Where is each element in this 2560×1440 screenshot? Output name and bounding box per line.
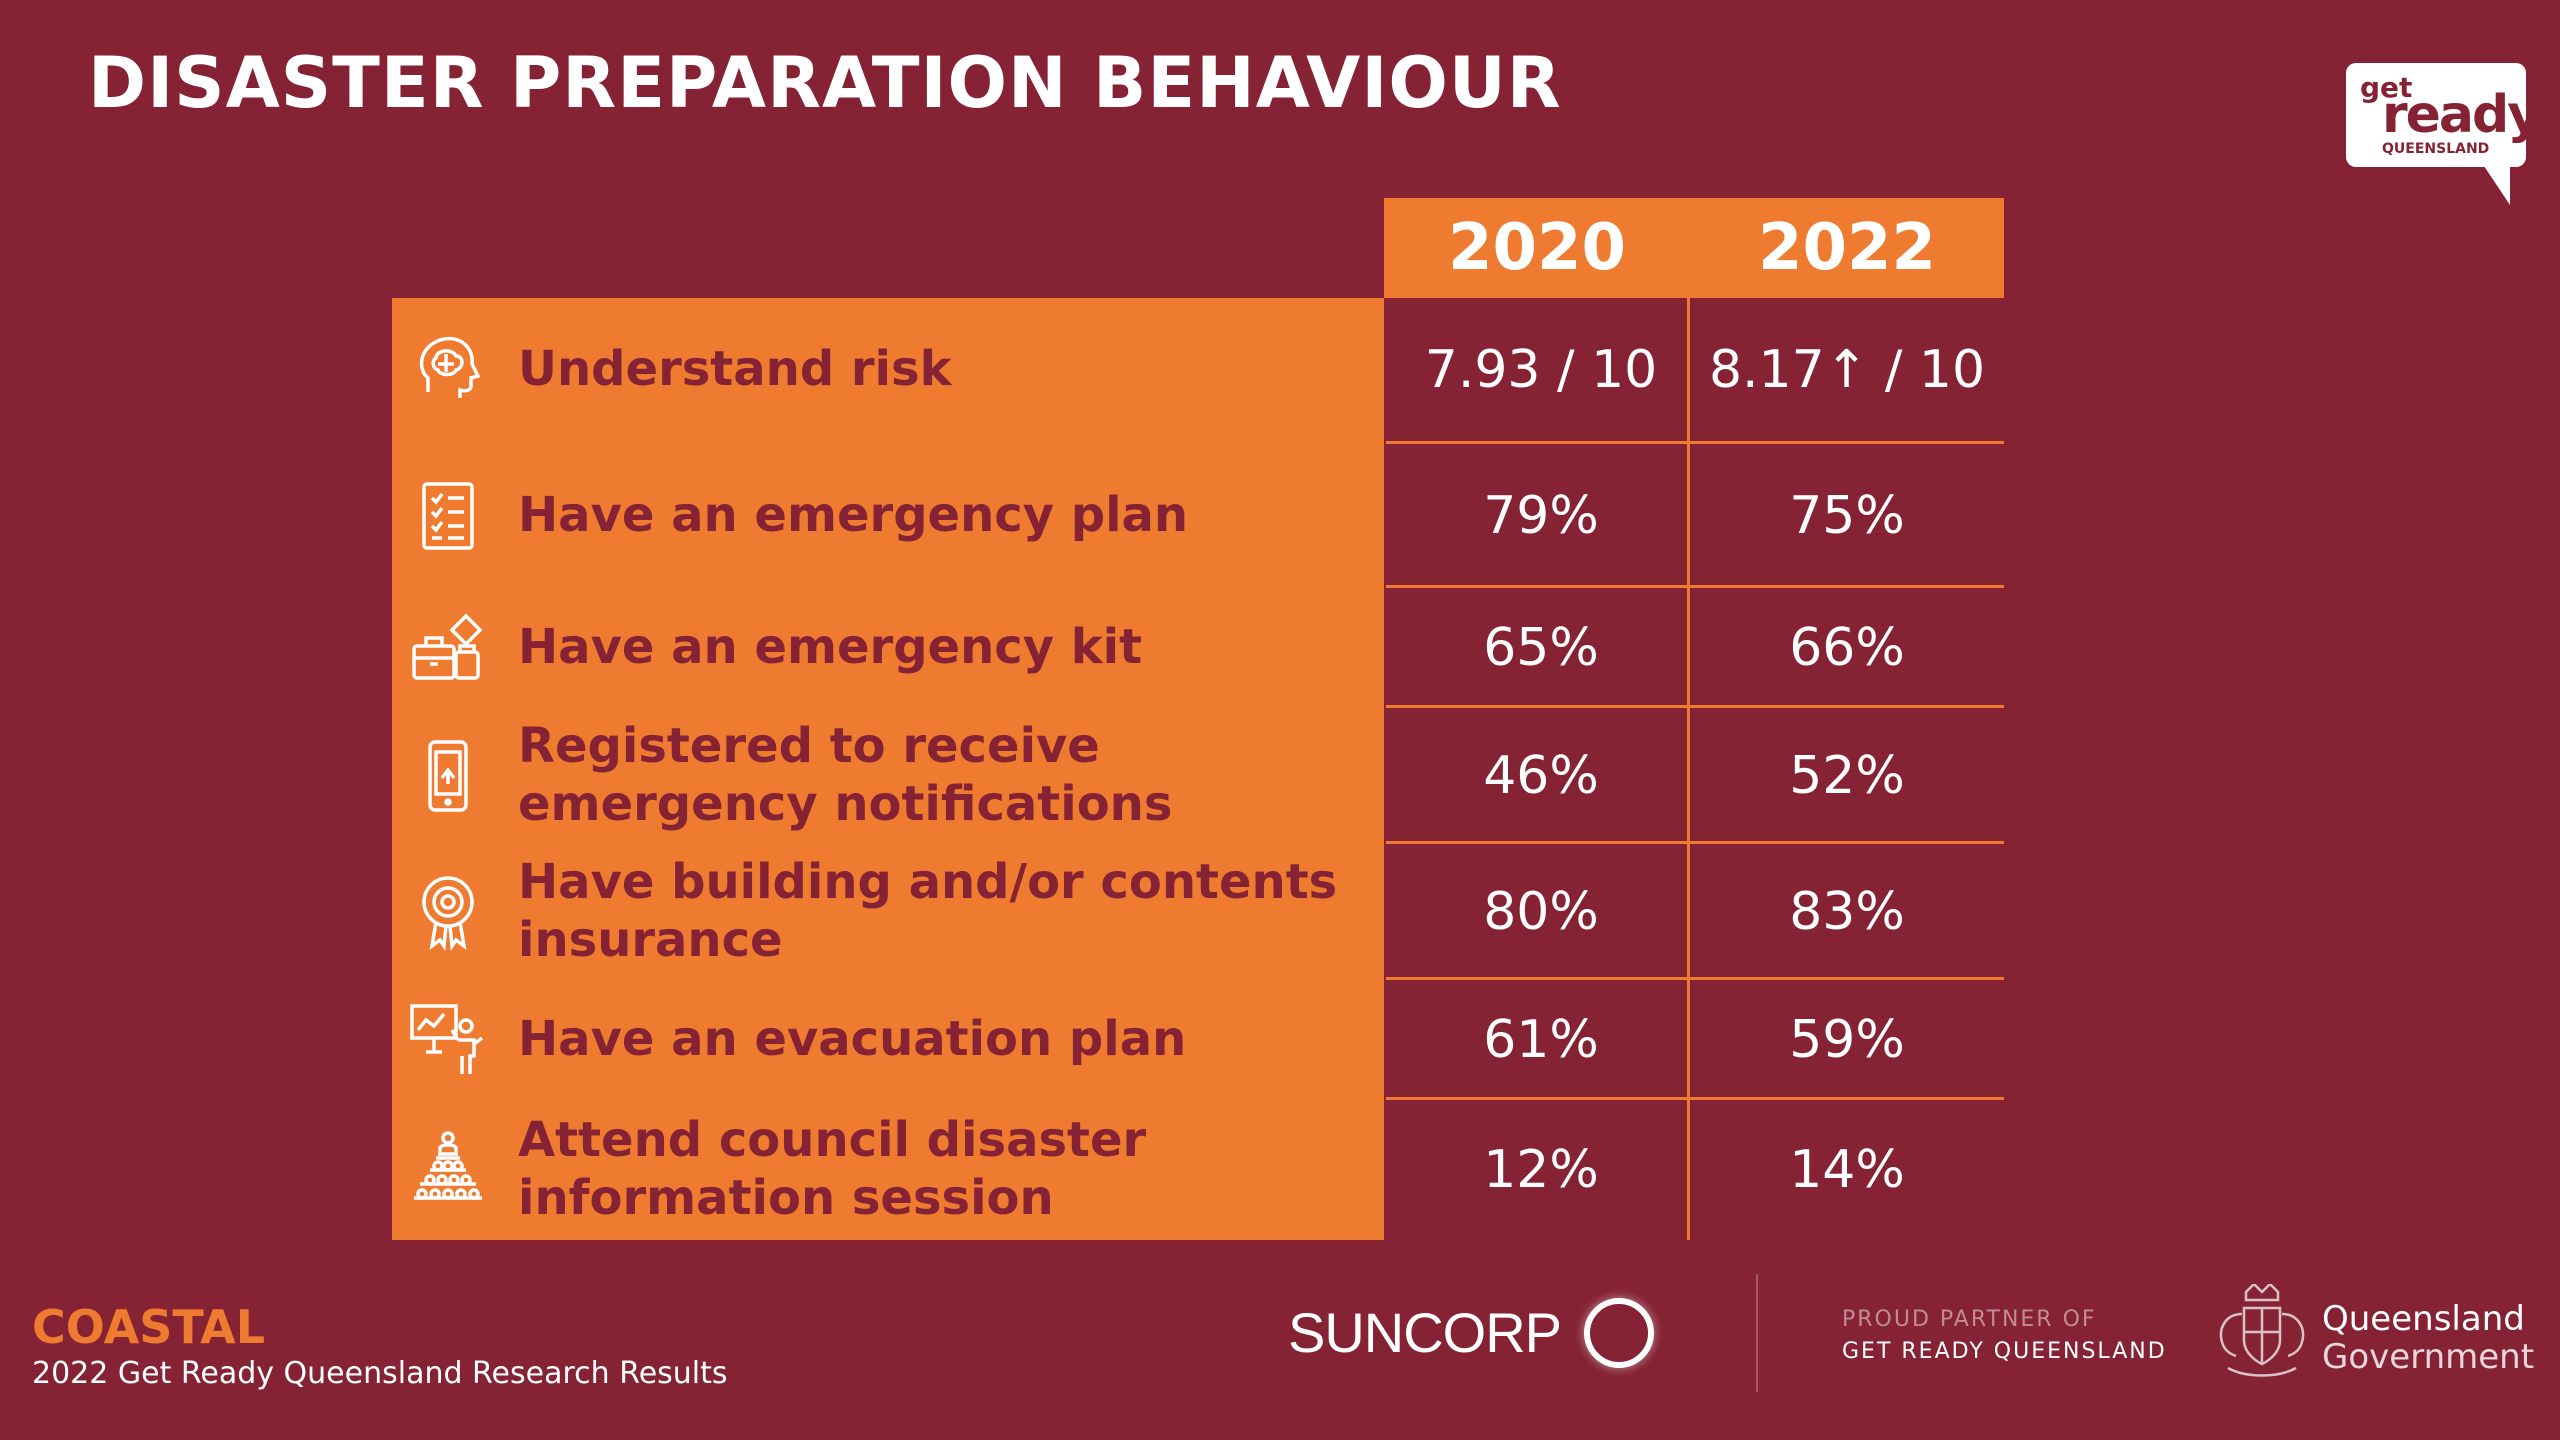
report-subtitle: 2022 Get Ready Queensland Research Resul…	[32, 1356, 728, 1391]
brain-head-icon	[419, 336, 481, 398]
value-2022: 66%	[1789, 618, 1905, 678]
partner-statement: PROUD PARTNER OF GET READY QUEENSLAND	[1842, 1304, 2167, 1368]
value-2020: 46%	[1483, 746, 1599, 806]
table-row: Attend council disaster information sess…	[392, 1100, 2004, 1240]
column-header-2020: 2020	[1384, 198, 1690, 298]
row-label: Understand risk	[518, 341, 952, 398]
suncorp-ring-icon	[1584, 1298, 1654, 1368]
value-2022: 75%	[1789, 486, 1905, 546]
preparation-table: 2020 2022 Understand risk 7.93 / 10 8.17…	[392, 198, 2004, 1240]
smartphone-icon	[428, 740, 468, 812]
row-divider	[1386, 585, 2004, 588]
value-2022: 83%	[1789, 882, 1905, 942]
row-divider	[1386, 841, 2004, 844]
value-2020: 79%	[1483, 486, 1599, 546]
value-2022: 14%	[1789, 1140, 1905, 1200]
queensland-government-logo: Queensland Government	[2322, 1300, 2534, 1376]
row-divider	[1386, 441, 2004, 444]
row-divider	[1386, 977, 2004, 980]
row-label: Attend council disaster information sess…	[518, 1112, 1147, 1226]
suncorp-logo: SUNCORP	[1288, 1301, 1562, 1364]
value-2022: 59%	[1789, 1010, 1905, 1070]
page-title: DISASTER PREPARATION BEHAVIOUR	[88, 42, 1562, 124]
row-label: Have an evacuation plan	[518, 1011, 1187, 1068]
value-2020: 7.93 / 10	[1424, 340, 1658, 400]
logo-ready-text: ready	[2382, 85, 2541, 145]
value-2020: 65%	[1483, 618, 1599, 678]
row-divider	[1386, 1097, 2004, 1100]
value-2020: 80%	[1483, 882, 1599, 942]
row-label: Have an emergency plan	[518, 487, 1189, 544]
emergency-kit-icon	[412, 613, 483, 680]
value-2022: 52%	[1789, 746, 1905, 806]
table-row: Have an emergency kit 65% 66%	[392, 588, 2004, 708]
table-row: Have building and/or contents insurance …	[392, 844, 2004, 980]
gov-line-2: Government	[2322, 1337, 2535, 1377]
table-row: Have an evacuation plan 61% 59%	[392, 980, 2004, 1100]
logo-get-text: get	[2360, 71, 2413, 104]
audience-speaker-icon	[414, 1131, 482, 1200]
table-row: Understand risk 7.93 / 10 8.17↑ / 10	[392, 298, 2004, 442]
get-ready-queensland-logo: get ready QUEENSLAND	[2346, 63, 2541, 213]
logo-region-text: QUEENSLAND	[2382, 141, 2490, 157]
value-2022: 8.17↑ / 10	[1708, 340, 1986, 400]
region-label: COASTAL	[32, 1300, 266, 1354]
row-label: Registered to receive emergency notifica…	[518, 718, 1173, 832]
label-panel	[392, 298, 1384, 1240]
queensland-crest-icon	[2219, 1284, 2305, 1377]
footer-divider	[1756, 1274, 1758, 1392]
partner-line-2: GET READY QUEENSLAND	[1842, 1339, 2167, 1364]
gov-line-1: Queensland	[2322, 1299, 2525, 1339]
checklist-icon	[422, 482, 474, 550]
value-2020: 61%	[1483, 1010, 1599, 1070]
table-row: Have an emergency plan 79% 75%	[392, 444, 2004, 588]
row-label: Have an emergency kit	[518, 619, 1143, 676]
presenter-board-icon	[410, 1004, 484, 1074]
row-divider	[1386, 705, 2004, 708]
column-divider	[1687, 298, 1690, 1240]
value-2020: 12%	[1483, 1140, 1599, 1200]
award-badge-icon	[422, 876, 474, 952]
table-row: Registered to receive emergency notifica…	[392, 708, 2004, 844]
partner-line-1: PROUD PARTNER OF	[1842, 1307, 2097, 1332]
column-header-2022: 2022	[1690, 198, 2004, 298]
row-label: Have building and/or contents insurance	[518, 854, 1338, 968]
